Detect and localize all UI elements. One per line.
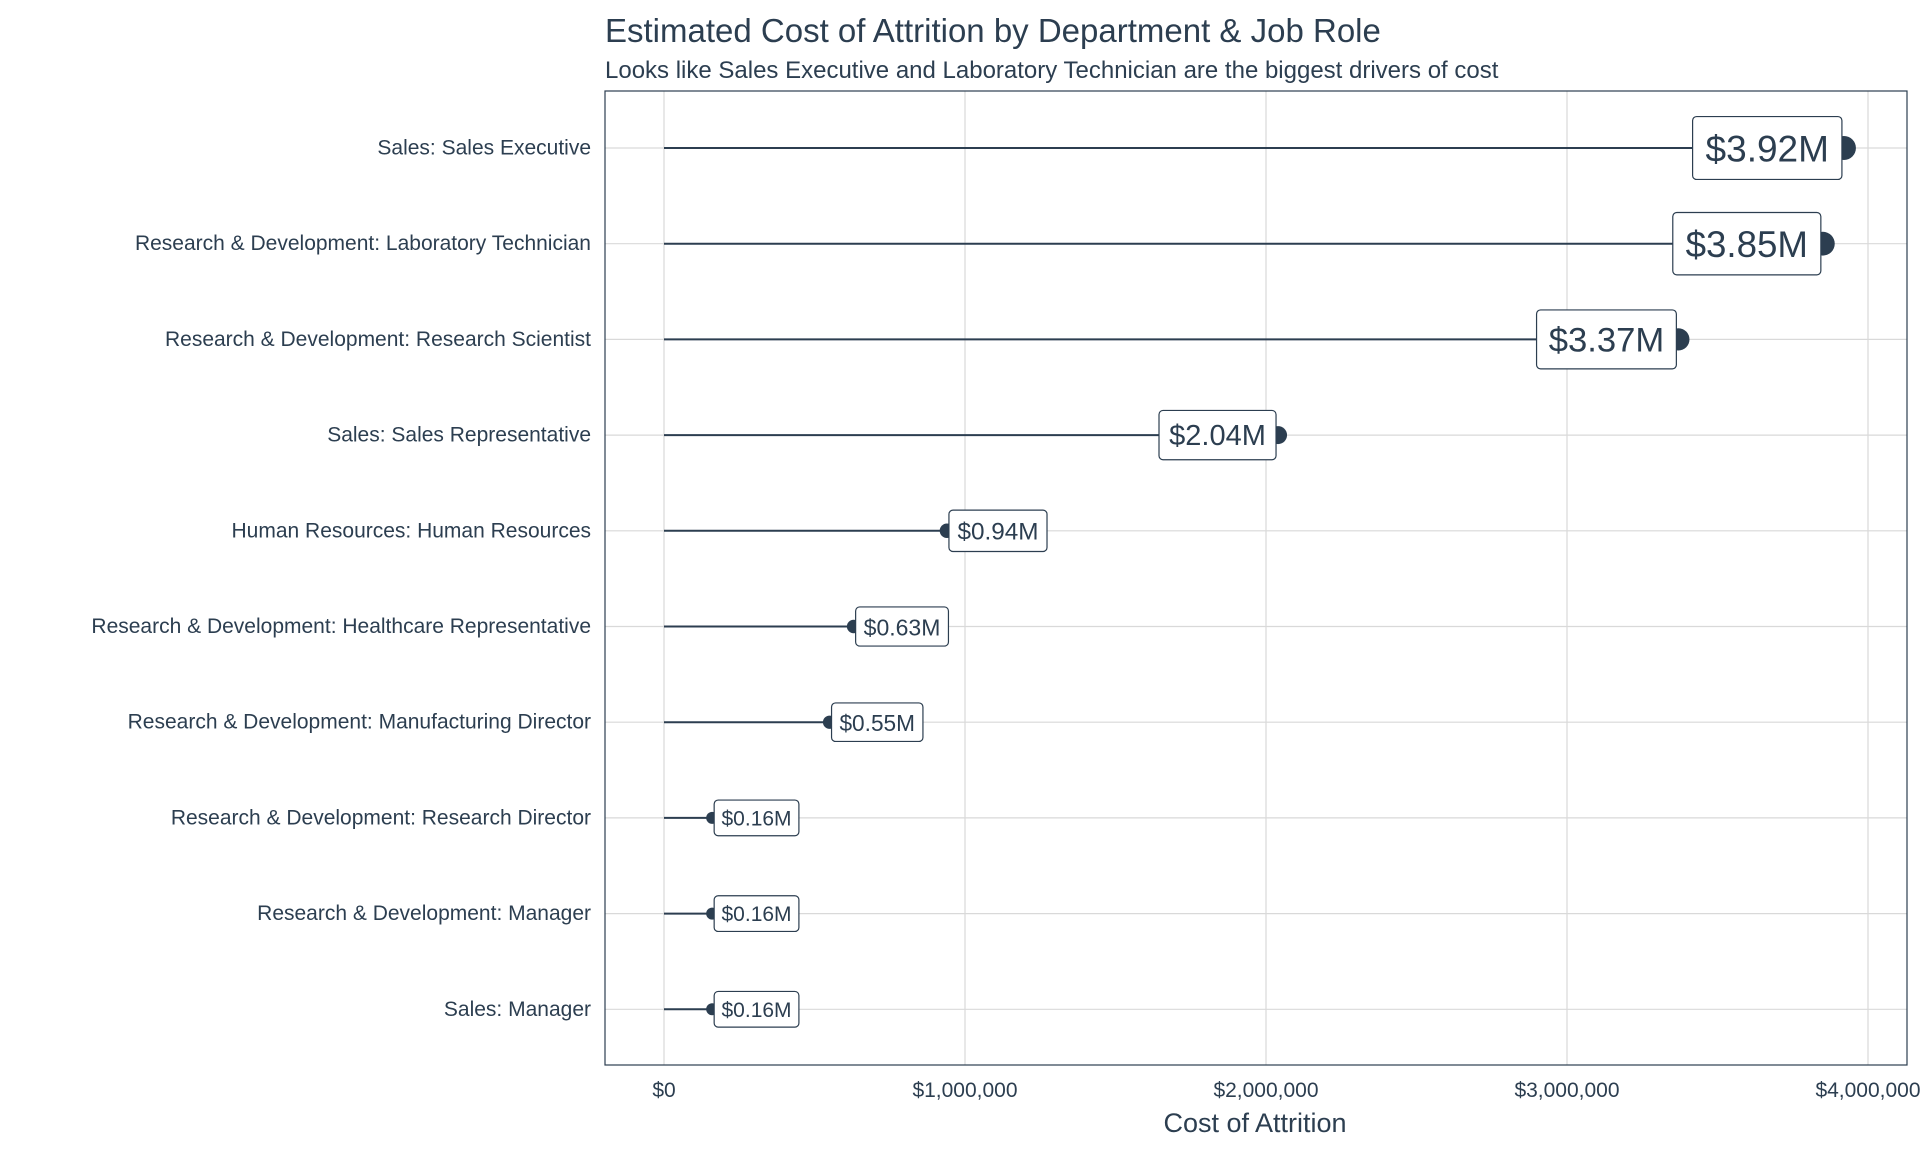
value-label-box xyxy=(1691,115,1843,181)
value-label-box xyxy=(948,509,1048,553)
axis-labels: $0 $1,000,000 $2,000,000 $3,000,000 $4,000,0… xyxy=(91,137,1920,1103)
value-label: $3.85M xyxy=(1672,211,1822,276)
y-tick-label: Sales: Sales Representative xyxy=(327,424,591,447)
value-label-text: $0.16M xyxy=(722,999,792,1022)
value-label-box xyxy=(855,606,950,647)
value-label-text: $0.16M xyxy=(722,807,792,830)
y-tick-label: Research & Development: Laboratory Techn… xyxy=(135,232,591,255)
value-label-text: $2.04M xyxy=(1169,420,1266,452)
y-tick-label: Sales: Sales Executive xyxy=(377,137,591,160)
y-tick-label: Research & Development: Healthcare Repre… xyxy=(91,615,591,638)
x-tick-label: $1,000,000 xyxy=(912,1079,1017,1102)
value-label: $3.92M xyxy=(1691,115,1843,181)
value-label-text: $3.92M xyxy=(1706,129,1829,170)
value-label: $0.16M xyxy=(713,799,800,837)
value-label-text: $0.94M xyxy=(957,518,1038,545)
plot-panel-border xyxy=(604,90,1908,1066)
x-tick-label: $3,000,000 xyxy=(1514,1079,1619,1102)
y-tick-label: Human Resources: Human Resources xyxy=(232,519,591,542)
value-label: $2.04M xyxy=(1158,409,1277,461)
value-label: $0.94M xyxy=(948,509,1048,553)
data-marks: $3.92M $3.85M $3.37M $2.04M $0.94M $0.63M $0.5… xyxy=(664,115,1856,1028)
value-label-text: $3.37M xyxy=(1549,321,1665,359)
value-label: $0.63M xyxy=(855,606,950,647)
value-label: $0.16M xyxy=(713,895,800,933)
value-label-box xyxy=(1672,211,1822,276)
value-label: $0.16M xyxy=(713,990,800,1028)
x-axis-title: Cost of Attrition xyxy=(1163,1108,1346,1138)
x-tick-label: $2,000,000 xyxy=(1213,1079,1318,1102)
y-tick-label: Sales: Manager xyxy=(444,998,591,1021)
value-label-text: $0.16M xyxy=(722,903,792,926)
x-tick-label: $4,000,000 xyxy=(1815,1079,1920,1102)
value-label-text: $3.85M xyxy=(1686,224,1808,265)
chart-subtitle: Looks like Sales Executive and Laborator… xyxy=(605,57,1499,84)
value-label: $0.55M xyxy=(830,702,924,743)
y-tick-label: Research & Development: Research Scienti… xyxy=(165,328,591,351)
x-tick-label: $0 xyxy=(652,1079,675,1102)
y-tick-label: Research & Development: Manufacturing Di… xyxy=(128,711,591,734)
value-label-box xyxy=(713,799,800,837)
value-label-box xyxy=(713,895,800,933)
y-tick-label: Research & Development: Research Directo… xyxy=(171,806,591,829)
value-label-box xyxy=(830,702,924,743)
value-label-text: $0.63M xyxy=(864,615,941,641)
value-label-box xyxy=(1535,309,1677,370)
chart-title: Estimated Cost of Attrition by Departmen… xyxy=(605,12,1381,49)
y-tick-label: Research & Development: Manager xyxy=(257,902,591,925)
value-label-box xyxy=(713,990,800,1028)
value-label-text: $0.55M xyxy=(839,710,915,736)
value-label: $3.37M xyxy=(1535,309,1677,370)
value-label-box xyxy=(1158,409,1277,461)
